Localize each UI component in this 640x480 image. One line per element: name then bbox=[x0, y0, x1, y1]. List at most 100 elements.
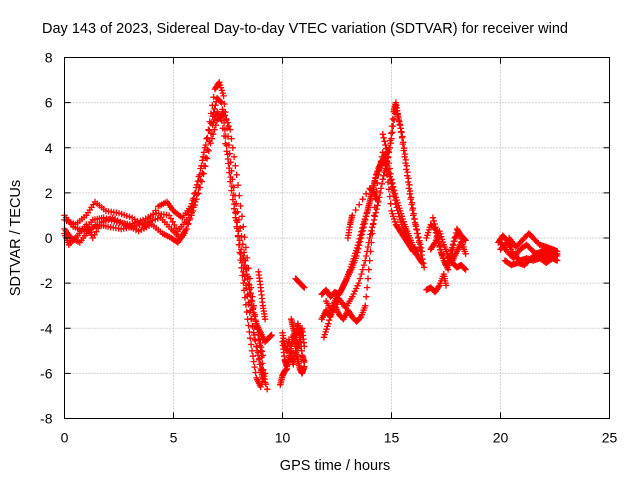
data-point bbox=[400, 147, 407, 154]
data-point bbox=[372, 209, 379, 216]
data-point bbox=[355, 239, 362, 246]
data-point bbox=[182, 225, 190, 233]
data-point bbox=[415, 233, 422, 241]
data-point bbox=[380, 134, 387, 141]
data-point bbox=[363, 293, 370, 300]
data-point bbox=[358, 228, 365, 235]
data-point bbox=[389, 179, 396, 187]
data-point bbox=[390, 116, 398, 123]
data-point bbox=[421, 264, 428, 271]
data-point bbox=[379, 176, 386, 183]
x-tick-label: 20 bbox=[493, 430, 509, 446]
data-point bbox=[366, 196, 374, 204]
data-point bbox=[246, 286, 253, 293]
data-point bbox=[386, 165, 393, 172]
data-point bbox=[259, 360, 266, 367]
data-point bbox=[435, 238, 443, 245]
data-point bbox=[229, 144, 236, 151]
data-point bbox=[371, 178, 378, 186]
data-point bbox=[152, 207, 159, 214]
x-tick-label: 15 bbox=[384, 430, 400, 446]
data-point bbox=[225, 141, 233, 149]
data-point bbox=[325, 320, 332, 327]
y-tick-label: -6 bbox=[40, 365, 53, 381]
y-tick-label: 6 bbox=[45, 95, 53, 111]
data-point bbox=[412, 223, 420, 230]
data-point bbox=[202, 163, 209, 170]
chart-title: Day 143 of 2023, Sidereal Day-to-day VTE… bbox=[42, 21, 568, 37]
data-point bbox=[211, 126, 218, 133]
data-point bbox=[551, 252, 559, 260]
data-point bbox=[393, 107, 400, 114]
data-point bbox=[200, 170, 207, 178]
data-point bbox=[372, 175, 379, 182]
data-point bbox=[220, 92, 227, 100]
data-point bbox=[232, 162, 239, 169]
data-point bbox=[356, 201, 363, 208]
data-point bbox=[356, 235, 363, 243]
data-point bbox=[149, 211, 157, 218]
data-point bbox=[193, 196, 200, 203]
data-point bbox=[449, 241, 457, 248]
data-point bbox=[363, 190, 370, 197]
x-axis-label: GPS time / hours bbox=[280, 458, 390, 474]
data-point bbox=[245, 322, 252, 329]
data-point bbox=[208, 135, 216, 142]
data-point bbox=[202, 141, 209, 149]
data-point bbox=[243, 308, 250, 316]
data-point bbox=[283, 365, 291, 373]
data-point bbox=[246, 328, 253, 336]
data-point bbox=[245, 280, 252, 288]
data-point bbox=[404, 178, 412, 186]
data-point bbox=[247, 297, 255, 304]
data-point bbox=[364, 243, 372, 251]
data-point bbox=[432, 224, 439, 231]
data-point bbox=[218, 99, 225, 106]
data-point bbox=[434, 230, 441, 237]
data-point bbox=[508, 243, 515, 251]
data-point bbox=[382, 141, 389, 149]
data-point bbox=[370, 216, 378, 224]
data-point bbox=[233, 171, 240, 178]
data-point bbox=[373, 205, 380, 213]
data-point bbox=[414, 248, 421, 255]
data-point bbox=[363, 284, 371, 291]
data-point bbox=[249, 306, 257, 313]
data-point bbox=[363, 248, 371, 255]
data-point bbox=[206, 118, 213, 125]
data-point bbox=[403, 166, 410, 173]
data-point bbox=[196, 184, 204, 191]
data-point bbox=[352, 206, 359, 214]
data-point bbox=[429, 214, 437, 221]
data-point bbox=[226, 150, 233, 157]
data-point bbox=[419, 256, 426, 263]
data-point bbox=[147, 215, 154, 222]
data-point bbox=[205, 147, 212, 155]
grid bbox=[64, 57, 610, 419]
data-point bbox=[378, 180, 386, 187]
data-point bbox=[252, 369, 259, 376]
data-point bbox=[430, 217, 437, 225]
data-point bbox=[212, 122, 219, 129]
data-point bbox=[399, 140, 406, 148]
data-point bbox=[362, 257, 369, 264]
data-point bbox=[243, 270, 250, 278]
data-point bbox=[550, 251, 557, 258]
data-point bbox=[244, 316, 251, 323]
data-point bbox=[462, 237, 469, 244]
data-point bbox=[234, 225, 241, 232]
data-point bbox=[360, 218, 368, 225]
data-point bbox=[402, 159, 409, 167]
data-point bbox=[240, 223, 247, 230]
data-point bbox=[445, 266, 452, 273]
data-point bbox=[383, 145, 390, 152]
data-point bbox=[240, 257, 248, 264]
data-point bbox=[390, 122, 397, 130]
data-point bbox=[181, 230, 188, 237]
data-point bbox=[323, 326, 330, 333]
data-point bbox=[231, 201, 238, 208]
data-point bbox=[435, 283, 442, 290]
data-point bbox=[364, 207, 371, 215]
data-point bbox=[395, 114, 402, 122]
data-point bbox=[247, 335, 254, 342]
